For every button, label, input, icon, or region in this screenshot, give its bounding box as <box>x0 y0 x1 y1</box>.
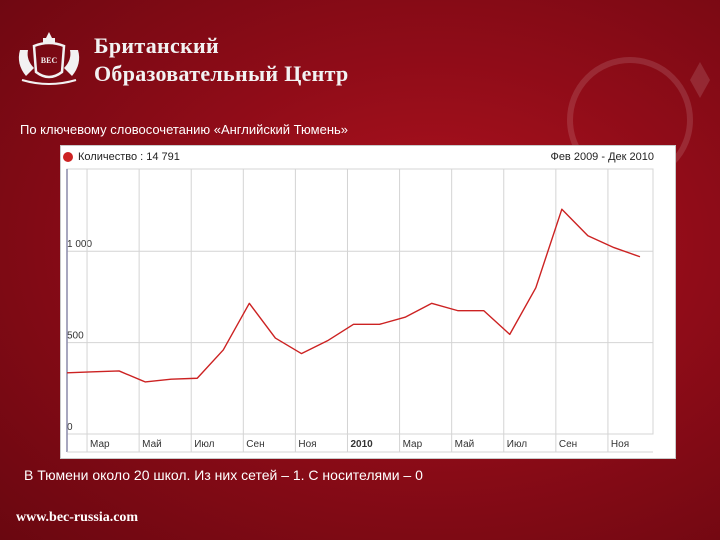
series-line <box>66 208 641 383</box>
x-tick-label: Май <box>142 439 162 450</box>
legend-label: Количество : 14 791 <box>78 151 180 163</box>
footer-url: www.bec-russia.com <box>16 510 139 525</box>
x-tick-label: Мар <box>90 439 110 450</box>
brand-line-1: Британский <box>94 33 219 58</box>
date-range: Фев 2009 - Дек 2010 <box>550 151 654 163</box>
brand-name: Британский Образовательный Центр <box>94 32 349 88</box>
x-tick-label: Сен <box>559 439 577 450</box>
y-tick-label: 1 000 <box>67 239 92 250</box>
x-tick-label: Ноя <box>298 439 316 450</box>
x-tick-label: 2010 <box>350 439 373 450</box>
plot-frame <box>66 168 654 435</box>
x-tick-label: Май <box>455 439 475 450</box>
crest-logo: BEC <box>18 32 80 85</box>
x-tick-label: Ноя <box>611 439 629 450</box>
crest-text: BEC <box>41 56 58 65</box>
summary-caption: В Тюмени около 20 школ. Из них сетей – 1… <box>24 467 423 483</box>
line-chart: 0 500 1 000 Мар Май Июл Сен Ноя 2010 Мар Май Июл Сен… <box>66 168 654 453</box>
y-tick-label: 0 <box>67 422 73 433</box>
chart-caption: По ключевому словосочетанию «Английский … <box>20 122 349 137</box>
x-tick-label: Сен <box>246 439 264 450</box>
brand-line-2: Образовательный Центр <box>94 61 349 86</box>
x-tick-label: Июл <box>507 439 527 450</box>
x-tick-label: Мар <box>403 439 423 450</box>
y-tick-label: 500 <box>67 331 84 342</box>
chart-panel: Количество : 14 791 Фев 2009 - Дек 2010 … <box>60 145 676 459</box>
legend-marker <box>63 152 73 162</box>
x-tick-label: Июл <box>194 439 214 450</box>
